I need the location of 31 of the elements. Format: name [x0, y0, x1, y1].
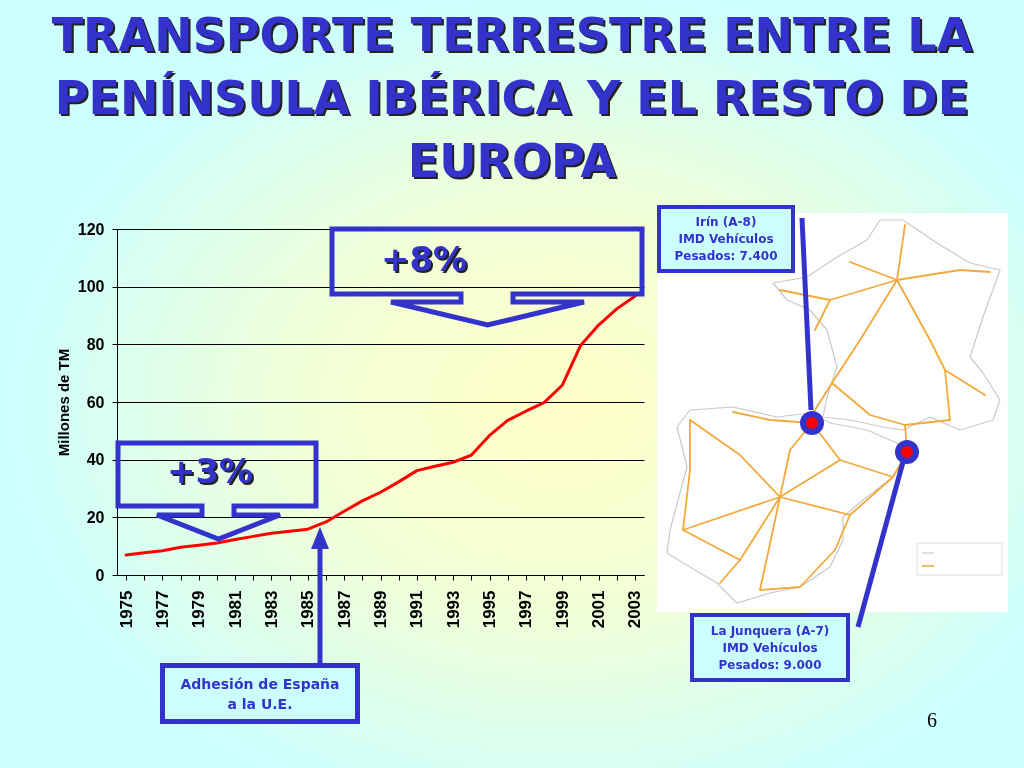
chart-title: TRANSPORTE TERRESTRE ENTRE LA PENÍNSULA IBÉRICA Y EL RESTO DE EUROPA: [50, 7, 974, 190]
y-tick-label: 60: [86, 393, 105, 411]
text: 6: [927, 708, 937, 732]
y-tick-label: 40: [86, 451, 105, 469]
text: Irín (A-8) IMD Vehículos Pesados: 7.400: [674, 213, 778, 265]
y-axis-title: Millones de TM: [54, 348, 72, 457]
text: La Junquera (A-7) IMD Vehículos Pesados: 9.000: [710, 622, 830, 674]
x-tick-label: 1983: [261, 590, 281, 629]
x-tick-label: 1995: [480, 590, 500, 629]
text: Adhesión de España a la U.E.: [180, 675, 340, 714]
x-tick-label: 1979: [189, 590, 209, 629]
line-series: [124, 294, 637, 557]
x-tick-label: 1991: [407, 590, 427, 629]
x-tick-label: 1987: [334, 590, 354, 629]
y-tick-label: 100: [77, 278, 105, 296]
y-tick-label: 20: [86, 508, 105, 526]
x-tick-label: 1989: [371, 590, 390, 629]
y-tick-label: 80: [86, 335, 105, 353]
x-tick-label: 1985: [298, 590, 318, 629]
x-tick-label: 1975: [116, 590, 136, 629]
x-tick-label: 1999: [552, 590, 572, 629]
x-tick-label: 2001: [589, 590, 609, 629]
x-tick-label: 1997: [516, 590, 536, 629]
x-tick-label: 1981: [225, 590, 245, 629]
annotation: +3%: [166, 451, 254, 491]
x-tick-label: 1993: [443, 590, 463, 629]
y-tick-label: 0: [95, 566, 105, 584]
x-tick-label: 1977: [152, 590, 172, 629]
x-tick-label: 2003: [625, 590, 645, 629]
annotation: +8%: [380, 239, 468, 279]
y-tick-label: 120: [77, 220, 105, 238]
